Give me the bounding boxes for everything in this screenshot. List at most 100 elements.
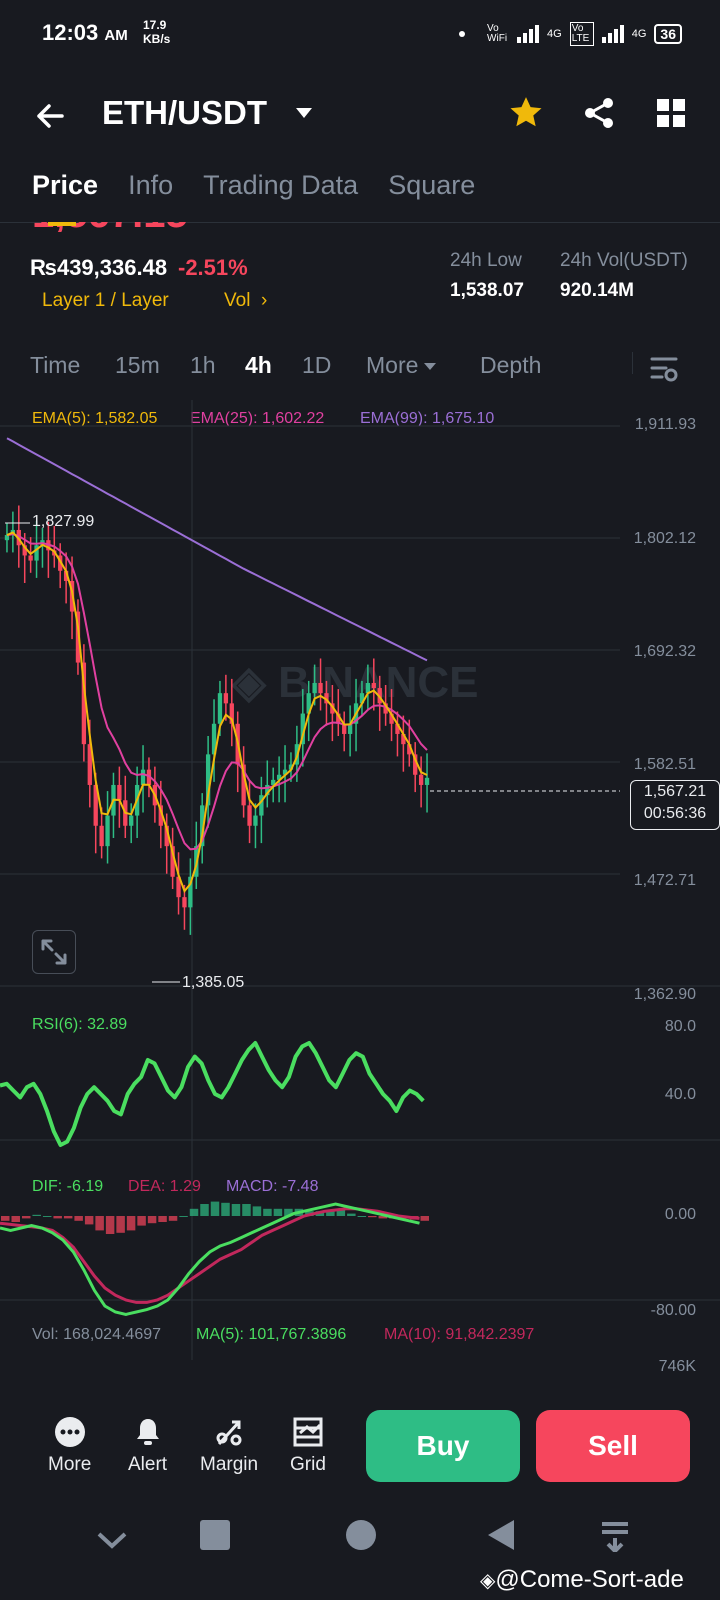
- tab-price[interactable]: Price: [32, 170, 99, 200]
- recents-icon[interactable]: [200, 1520, 230, 1550]
- buy-button[interactable]: Buy: [366, 1410, 520, 1482]
- low-price-label: 1,385.05: [182, 974, 245, 991]
- notification-shade-icon[interactable]: [600, 1518, 630, 1552]
- ema25-line: [6, 533, 428, 851]
- signal-icon-2: [601, 25, 624, 43]
- tag-layer[interactable]: Layer 1 / Layer: [42, 290, 169, 311]
- notification-dot-icon: [459, 31, 466, 37]
- candle-body: [247, 805, 252, 826]
- candle-body: [117, 784, 122, 801]
- interval-1h[interactable]: 1h: [190, 352, 216, 378]
- interval-more[interactable]: More: [366, 352, 437, 379]
- macd-bar: [32, 1214, 41, 1216]
- candlestick-chart[interactable]: ◈ BINANCE: [0, 400, 720, 1360]
- macd-bar: [231, 1204, 241, 1216]
- price-axis-2: 1,692.32: [633, 643, 696, 660]
- candle-body: [424, 777, 430, 785]
- macd-bar: [137, 1216, 146, 1226]
- macd-bar: [95, 1216, 104, 1231]
- candle-body: [318, 682, 323, 694]
- candle-body: [81, 662, 87, 745]
- pair-title[interactable]: ETH/USDT: [102, 94, 267, 131]
- candle-body: [93, 784, 98, 826]
- sell-button[interactable]: Sell: [536, 1410, 690, 1482]
- macd-bar: [84, 1216, 94, 1225]
- interval-4h[interactable]: 4h: [245, 352, 272, 378]
- candle-body: [371, 682, 376, 689]
- candle-body: [129, 815, 134, 826]
- tab-depth[interactable]: Depth: [480, 352, 542, 378]
- tool-margin[interactable]: Margin: [200, 1416, 258, 1476]
- candle-body: [253, 815, 258, 826]
- candle-body: [259, 795, 264, 816]
- tool-more[interactable]: More: [48, 1416, 91, 1476]
- chart-settings-icon[interactable]: [650, 356, 678, 382]
- chevron-down-icon[interactable]: [296, 108, 312, 118]
- macd-bar: [210, 1201, 220, 1216]
- status-icons: Vo WiFi 4G Vo LTE 4G 36: [459, 22, 682, 46]
- tool-alert[interactable]: Alert: [128, 1416, 167, 1476]
- last-price-cut: 1,567.15: [32, 222, 252, 232]
- grid-icon[interactable]: [656, 98, 686, 128]
- dif-line: [0, 1202, 420, 1316]
- back-nav-icon[interactable]: [486, 1518, 516, 1552]
- vol-label: 24h Vol(USDT): [560, 250, 688, 271]
- star-icon[interactable]: [507, 94, 545, 132]
- price-axis-5: 1,362.90: [633, 986, 696, 1003]
- tab-info[interactable]: Info: [128, 170, 174, 200]
- candle-body: [359, 693, 365, 704]
- macd-bar: [357, 1216, 367, 1217]
- macd-bar: [42, 1216, 52, 1217]
- macd-bar: [242, 1204, 251, 1216]
- tab-trading-data[interactable]: Trading Data: [203, 170, 359, 200]
- macd-bar: [378, 1216, 388, 1219]
- rsi-line: [0, 1041, 425, 1147]
- page-tabs: Price Info Trading Data Square: [32, 170, 475, 201]
- fiat-price: ₨439,336.48: [30, 255, 168, 280]
- macd-axis-1: -80.00: [650, 1302, 696, 1319]
- macd-bar: [147, 1216, 157, 1224]
- macd-bar: [21, 1216, 31, 1219]
- macd-bar: [326, 1211, 335, 1216]
- rsi-axis-0: 80.0: [664, 1018, 696, 1035]
- expand-icon[interactable]: [32, 930, 76, 974]
- arrow-left-icon[interactable]: [32, 98, 68, 134]
- tag-vol[interactable]: Vol ›: [224, 290, 268, 311]
- candle-body: [271, 779, 276, 785]
- tab-square[interactable]: Square: [388, 170, 476, 200]
- candle-body: [342, 723, 347, 734]
- dea-line: [0, 1207, 420, 1304]
- candle-body: [306, 693, 311, 714]
- vowifi-label: Vo WiFi: [487, 23, 508, 44]
- rsi-label: RSI(6): 32.89: [32, 1016, 128, 1033]
- candle-body: [223, 693, 229, 704]
- current-price-tag: 1,567.21 00:56:36: [630, 780, 720, 830]
- candle-body: [140, 769, 146, 785]
- dots-icon: [54, 1417, 85, 1447]
- share-icon[interactable]: [582, 96, 616, 130]
- system-nav-bar: [0, 1500, 720, 1600]
- macd-axis-0: 0.00: [664, 1206, 696, 1223]
- candle-body: [105, 815, 110, 847]
- rsi-axis-1: 40.0: [664, 1086, 696, 1103]
- home-icon[interactable]: [346, 1520, 376, 1550]
- interval-15m[interactable]: 15m: [115, 352, 160, 378]
- macd-label: MACD: -7.48: [226, 1178, 319, 1195]
- candle-body: [330, 703, 335, 714]
- tab-divider: [0, 222, 720, 223]
- interval-1d[interactable]: 1D: [302, 352, 332, 378]
- tool-grid[interactable]: Grid: [290, 1416, 326, 1476]
- chevron-down-icon[interactable]: [96, 1530, 128, 1550]
- candle-body: [265, 784, 270, 796]
- macd-bar: [263, 1208, 272, 1216]
- volte-label: Vo LTE: [569, 22, 594, 46]
- low-value: 1,538.07: [450, 280, 524, 301]
- candle-body: [63, 570, 69, 581]
- candle-body: [413, 754, 418, 775]
- interval-time[interactable]: Time: [30, 352, 81, 378]
- ema99-line: [6, 437, 428, 662]
- header: ETH/USDT: [0, 86, 720, 146]
- ema5-line: [6, 531, 428, 894]
- macd-bar: [158, 1216, 167, 1222]
- price-axis-4: 1,472.71: [633, 872, 696, 889]
